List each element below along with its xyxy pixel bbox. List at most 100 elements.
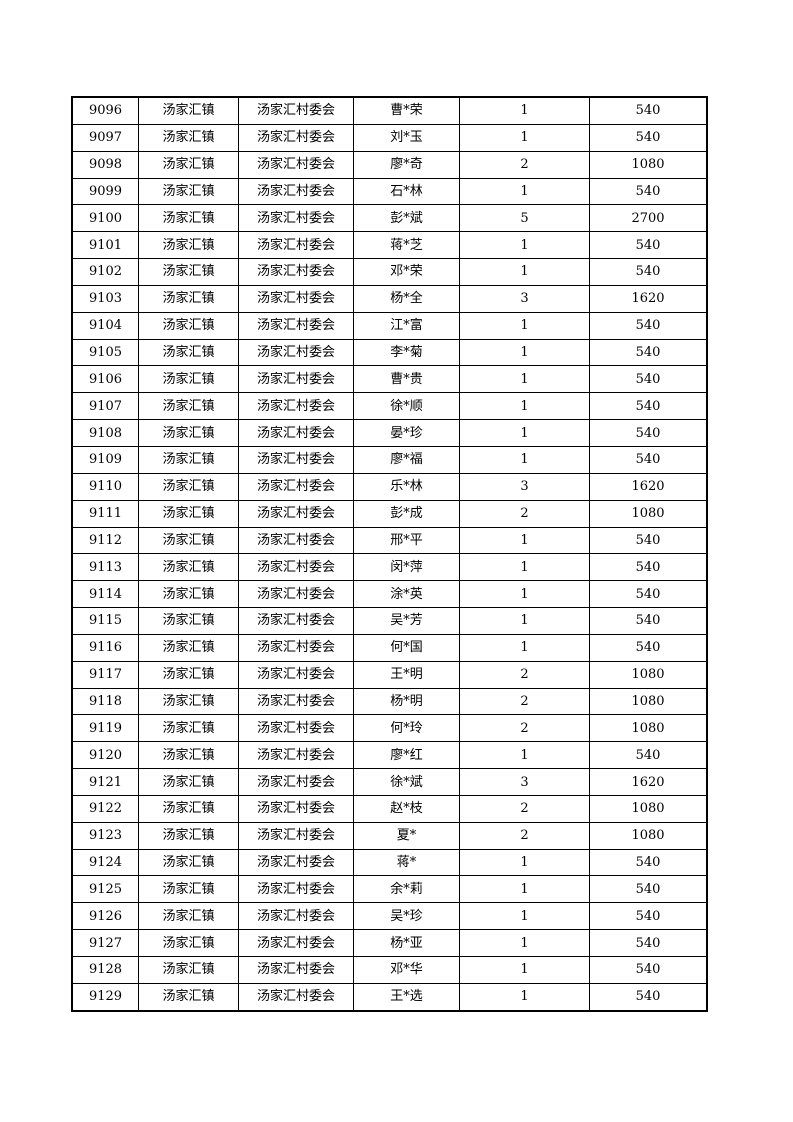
town-cell: 汤家汇镇: [138, 419, 239, 447]
person-name-cell: 徐*斌: [353, 768, 460, 796]
table-row: 9113 汤家汇镇 汤家汇村委会 闵*萍 1 540: [72, 553, 707, 582]
village-committee-cell: 汤家汇村委会: [238, 902, 354, 931]
table-row: 9118 汤家汇镇 汤家汇村委会 杨*明 2 1080: [72, 687, 707, 716]
count-cell: 1: [459, 231, 590, 260]
village-committee-cell: 汤家汇村委会: [238, 284, 354, 313]
village-committee-cell: 汤家汇村委会: [238, 741, 354, 770]
row-number-cell: 9123: [72, 821, 139, 850]
row-number-cell: 9114: [72, 580, 139, 609]
amount-cell: 540: [589, 231, 707, 260]
table-row: 9126 汤家汇镇 汤家汇村委会 吴*珍 1 540: [72, 902, 707, 931]
count-cell: 1: [459, 258, 590, 286]
town-cell: 汤家汇镇: [138, 956, 239, 984]
amount-cell: 1620: [589, 768, 707, 796]
row-number-cell: 9129: [72, 982, 139, 1011]
row-number-cell: 9117: [72, 660, 139, 689]
count-cell: 1: [459, 902, 590, 931]
amount-cell: 540: [589, 419, 707, 447]
town-cell: 汤家汇镇: [138, 660, 239, 689]
person-name-cell: 夏*: [353, 821, 460, 850]
table-row: 9097 汤家汇镇 汤家汇村委会 刘*玉 1 540: [72, 123, 707, 152]
table-row: 9106 汤家汇镇 汤家汇村委会 曹*贵 1 540: [72, 365, 707, 394]
row-number-cell: 9110: [72, 472, 139, 501]
town-cell: 汤家汇镇: [138, 284, 239, 313]
row-number-cell: 9104: [72, 311, 139, 340]
row-number-cell: 9105: [72, 338, 139, 367]
village-committee-cell: 汤家汇村委会: [238, 553, 354, 582]
table-row: 9115 汤家汇镇 汤家汇村委会 吴*芳 1 540: [72, 607, 707, 635]
count-cell: 1: [459, 607, 590, 635]
town-cell: 汤家汇镇: [138, 714, 239, 743]
person-name-cell: 杨*明: [353, 687, 460, 716]
count-cell: 2: [459, 150, 590, 179]
amount-cell: 540: [589, 258, 707, 286]
table-row: 9116 汤家汇镇 汤家汇村委会 何*国 1 540: [72, 633, 707, 662]
row-number-cell: 9106: [72, 365, 139, 394]
row-number-cell: 9113: [72, 553, 139, 582]
village-committee-cell: 汤家汇村委会: [238, 97, 354, 125]
row-number-cell: 9096: [72, 97, 139, 125]
village-committee-cell: 汤家汇村委会: [238, 392, 354, 421]
town-cell: 汤家汇镇: [138, 499, 239, 528]
table-row: 9128 汤家汇镇 汤家汇村委会 邓*华 1 540: [72, 956, 707, 984]
count-cell: 1: [459, 311, 590, 340]
town-cell: 汤家汇镇: [138, 848, 239, 877]
person-name-cell: 廖*奇: [353, 150, 460, 179]
table-row: 9122 汤家汇镇 汤家汇村委会 赵*枝 2 1080: [72, 794, 707, 823]
table-row: 9112 汤家汇镇 汤家汇村委会 邢*平 1 540: [72, 526, 707, 555]
village-committee-cell: 汤家汇村委会: [238, 714, 354, 743]
row-number-cell: 9127: [72, 929, 139, 957]
amount-cell: 540: [589, 311, 707, 340]
row-number-cell: 9128: [72, 956, 139, 984]
table-row: 9103 汤家汇镇 汤家汇村委会 杨*全 3 1620: [72, 284, 707, 313]
table-row: 9124 汤家汇镇 汤家汇村委会 蒋* 1 540: [72, 848, 707, 877]
person-name-cell: 蒋*: [353, 848, 460, 877]
count-cell: 2: [459, 714, 590, 743]
town-cell: 汤家汇镇: [138, 338, 239, 367]
village-committee-cell: 汤家汇村委会: [238, 499, 354, 528]
town-cell: 汤家汇镇: [138, 392, 239, 421]
village-committee-cell: 汤家汇村委会: [238, 687, 354, 716]
town-cell: 汤家汇镇: [138, 929, 239, 957]
count-cell: 1: [459, 392, 590, 421]
row-number-cell: 9099: [72, 177, 139, 206]
table-row: 9096 汤家汇镇 汤家汇村委会 曹*荣 1 540: [72, 97, 707, 125]
count-cell: 2: [459, 687, 590, 716]
person-name-cell: 杨*全: [353, 284, 460, 313]
count-cell: 1: [459, 553, 590, 582]
person-name-cell: 蒋*芝: [353, 231, 460, 260]
person-name-cell: 廖*福: [353, 445, 460, 474]
person-name-cell: 吴*珍: [353, 902, 460, 931]
row-number-cell: 9098: [72, 150, 139, 179]
count-cell: 1: [459, 445, 590, 474]
town-cell: 汤家汇镇: [138, 472, 239, 501]
row-number-cell: 9120: [72, 741, 139, 770]
row-number-cell: 9115: [72, 607, 139, 635]
row-number-cell: 9126: [72, 902, 139, 931]
village-committee-cell: 汤家汇村委会: [238, 365, 354, 394]
village-committee-cell: 汤家汇村委会: [238, 472, 354, 501]
town-cell: 汤家汇镇: [138, 741, 239, 770]
person-name-cell: 曹*贵: [353, 365, 460, 394]
person-name-cell: 晏*珍: [353, 419, 460, 447]
village-committee-cell: 汤家汇村委会: [238, 231, 354, 260]
person-name-cell: 乐*林: [353, 472, 460, 501]
person-name-cell: 江*富: [353, 311, 460, 340]
count-cell: 2: [459, 660, 590, 689]
row-number-cell: 9121: [72, 768, 139, 796]
village-committee-cell: 汤家汇村委会: [238, 150, 354, 179]
person-name-cell: 王*选: [353, 982, 460, 1011]
village-committee-cell: 汤家汇村委会: [238, 768, 354, 796]
town-cell: 汤家汇镇: [138, 875, 239, 904]
table-row: 9105 汤家汇镇 汤家汇村委会 李*菊 1 540: [72, 338, 707, 367]
count-cell: 1: [459, 875, 590, 904]
row-number-cell: 9125: [72, 875, 139, 904]
town-cell: 汤家汇镇: [138, 553, 239, 582]
count-cell: 1: [459, 741, 590, 770]
amount-cell: 540: [589, 177, 707, 206]
amount-cell: 540: [589, 607, 707, 635]
amount-cell: 1080: [589, 499, 707, 528]
village-committee-cell: 汤家汇村委会: [238, 311, 354, 340]
person-name-cell: 徐*顺: [353, 392, 460, 421]
person-name-cell: 何*国: [353, 633, 460, 662]
